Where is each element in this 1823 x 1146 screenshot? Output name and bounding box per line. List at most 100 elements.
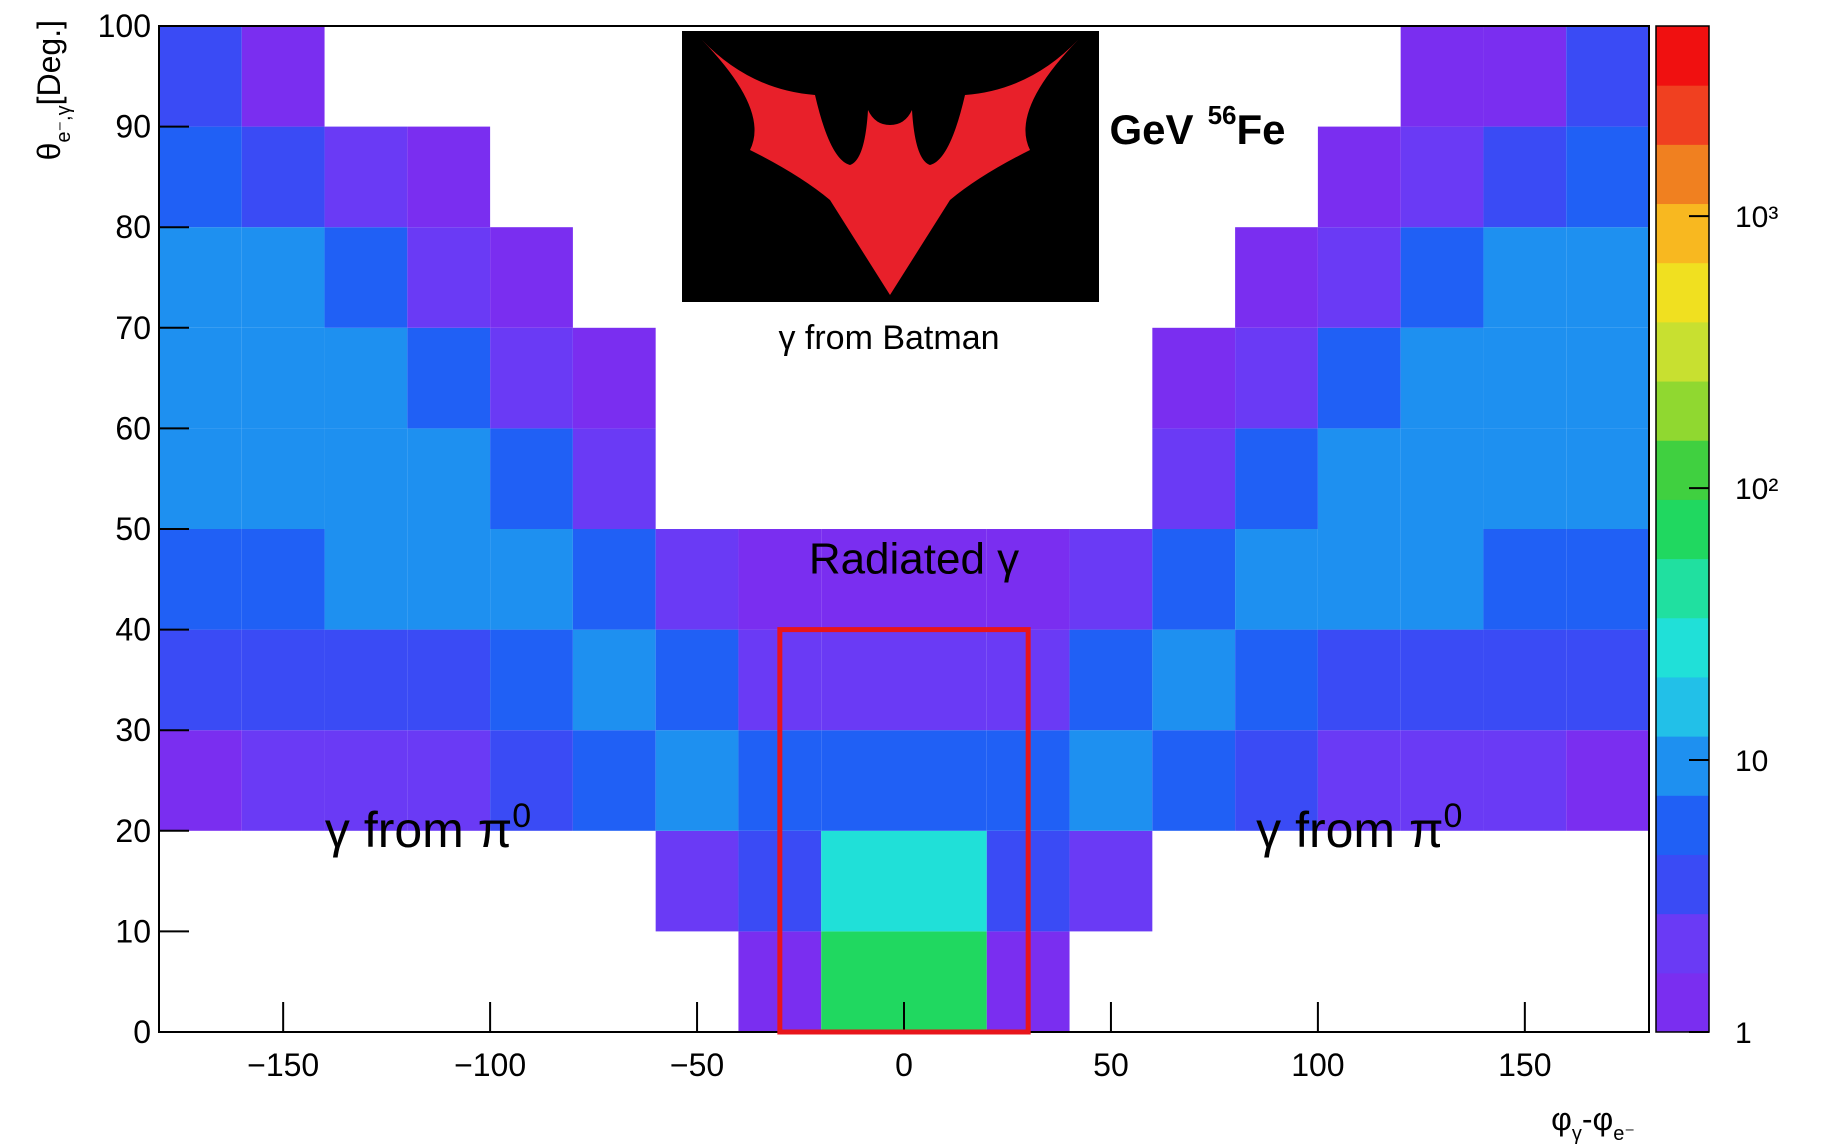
annotation-text: γ from π — [325, 802, 512, 858]
heatmap-cell — [1483, 529, 1567, 630]
heatmap-cell — [407, 327, 491, 429]
y-label-main: θ — [31, 143, 67, 161]
heatmap-cell — [1566, 126, 1649, 228]
colorbar-band — [1656, 381, 1709, 441]
y-tick-label: 30 — [115, 712, 151, 748]
y-tick-label: 40 — [115, 612, 151, 648]
heatmap-cell — [1152, 730, 1236, 831]
heatmap-cell — [1400, 428, 1484, 529]
heatmap-cell — [490, 327, 573, 429]
y-tick-label: 50 — [115, 511, 151, 547]
heatmap-cell — [656, 328, 739, 429]
bat-shape — [702, 40, 1078, 295]
heatmap-cell — [738, 529, 822, 630]
heatmap-cell — [1483, 227, 1567, 328]
heatmap-cell — [490, 629, 573, 731]
heatmap-cell — [241, 227, 325, 328]
heatmap-cell — [242, 831, 325, 932]
y-tick-label: 0 — [133, 1014, 151, 1050]
heatmap-cell — [821, 629, 904, 731]
heatmap-cell — [490, 730, 573, 831]
heatmap-cell — [407, 126, 491, 228]
heatmap-cell — [904, 931, 987, 1032]
heatmap-cell — [1152, 931, 1235, 1032]
heatmap-cell — [1566, 730, 1649, 831]
heatmap-cell — [1235, 931, 1318, 1032]
heatmap-cell — [1152, 227, 1235, 328]
heatmap-cell — [1400, 629, 1484, 731]
heatmap-cell — [241, 428, 325, 529]
heatmap-cell — [1566, 227, 1649, 328]
x-label-b: -φ — [1582, 1101, 1613, 1137]
heatmap-cell — [1069, 730, 1153, 831]
heatmap-cell — [1318, 26, 1401, 127]
heatmap-cell — [821, 428, 904, 529]
heatmap-cell — [1317, 327, 1401, 429]
heatmap-cell — [1070, 328, 1153, 429]
heatmap-cell — [821, 830, 904, 932]
title-element: Fe — [1236, 106, 1285, 153]
heatmap-cell — [325, 931, 408, 1032]
x-tick-label: −50 — [670, 1047, 724, 1083]
heatmap-cell — [1235, 529, 1318, 630]
heatmap-cell — [324, 126, 408, 228]
heatmap-cell — [904, 529, 987, 630]
image-caption: γ from Batman — [778, 319, 999, 357]
heatmap-cell — [821, 529, 904, 630]
heatmap-cell — [1069, 529, 1153, 630]
heatmap-cell — [159, 730, 242, 831]
heatmap-cell — [1566, 26, 1649, 127]
heatmap-cell — [1317, 428, 1401, 529]
heatmap-cell — [1400, 26, 1484, 127]
heatmap-cell — [572, 730, 656, 831]
colorbar-band — [1656, 854, 1709, 915]
heatmap-cell — [986, 529, 1070, 630]
heatmap-cell — [1566, 428, 1649, 529]
heatmap-cell — [1401, 931, 1484, 1032]
heatmap-cell — [1400, 529, 1484, 630]
heatmap-cell — [1069, 629, 1153, 731]
colorbar-band — [1656, 736, 1709, 796]
heatmap-cell — [1566, 831, 1649, 932]
x-tick-label: −100 — [454, 1047, 526, 1083]
heatmap-cell — [159, 629, 242, 731]
heatmap-cell — [1566, 931, 1649, 1032]
heatmap-cell — [1235, 428, 1318, 529]
heatmap-cell — [573, 26, 656, 127]
heatmap-cell — [1566, 327, 1649, 429]
heatmap-cell — [324, 629, 408, 731]
y-tick-label: 60 — [115, 410, 151, 446]
heatmap-cell — [1152, 327, 1236, 429]
colorbar-band — [1656, 617, 1709, 678]
heatmap-cell — [159, 227, 242, 328]
colorbar-band — [1656, 262, 1709, 323]
x-label-a-sub: γ — [1572, 1123, 1582, 1145]
y-axis-label: θe⁻,γ[Deg.] — [31, 20, 75, 160]
heatmap-cell — [241, 529, 325, 630]
z-tick-label: 10 — [1735, 745, 1768, 778]
x-label-a: φ — [1551, 1101, 1572, 1137]
heatmap-cell — [572, 428, 656, 529]
chart-title: 2 GeV 56Fe — [1074, 100, 1285, 153]
heatmap-cell — [1566, 529, 1649, 630]
colorbar-band — [1656, 203, 1709, 264]
heatmap-cell — [1235, 730, 1318, 831]
heatmap-cell — [821, 730, 904, 831]
heatmap-cell — [1152, 629, 1236, 731]
y-label-sub: e⁻,γ — [53, 105, 75, 142]
y-tick-label: 70 — [115, 310, 151, 346]
heatmap-cell — [159, 26, 242, 127]
heatmap-cell — [490, 529, 573, 630]
heatmap-cell — [1400, 730, 1484, 831]
heatmap-cell — [1318, 931, 1401, 1032]
heatmap-cell — [656, 428, 739, 529]
heatmap-cell — [324, 730, 408, 831]
heatmap-cell — [159, 529, 242, 630]
heatmap-cell — [1400, 327, 1484, 429]
y-tick-label: 100 — [98, 8, 151, 44]
heatmap-cell — [1483, 428, 1567, 529]
x-tick-label: 50 — [1093, 1047, 1129, 1083]
heatmap-cell — [1317, 126, 1401, 228]
